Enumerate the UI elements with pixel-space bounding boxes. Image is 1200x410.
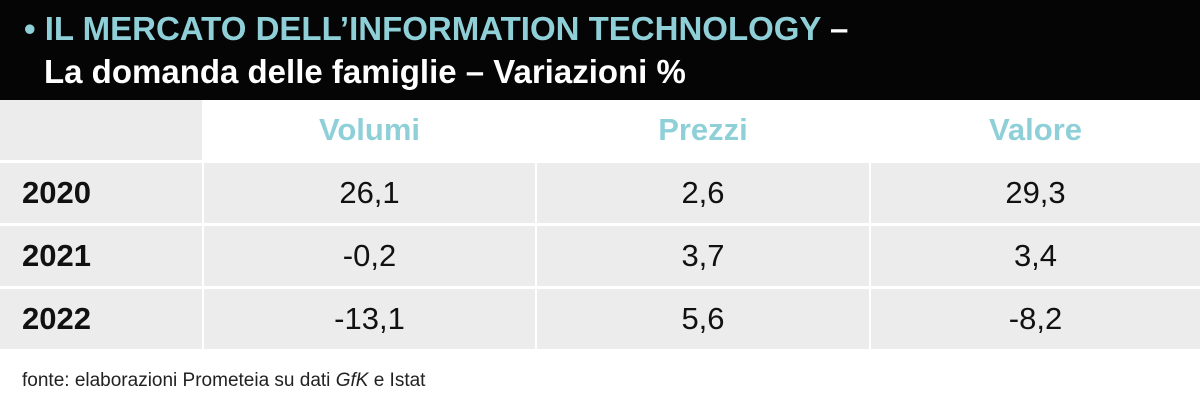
row-label-2022: 2022 — [0, 289, 202, 349]
cell-2021-valore: 3,4 — [871, 226, 1200, 286]
cell-2022-volumi: -13,1 — [204, 289, 535, 349]
row-label-2020: 2020 — [0, 163, 202, 223]
source-prefix: fonte: elaborazioni Prometeia su dati — [22, 370, 336, 391]
source-italic: GfK — [335, 370, 369, 391]
cell-2020-volumi: 26,1 — [204, 163, 535, 223]
column-header-valore: Valore — [871, 100, 1200, 160]
table-row: 2021 -0,2 3,7 3,4 — [0, 226, 1200, 286]
row-label-2021: 2021 — [0, 226, 202, 286]
title-line-1: • IL MERCATO DELL’INFORMATION TECHNOLOGY… — [24, 10, 848, 48]
source-note: fonte: elaborazioni Prometeia su dati Gf… — [22, 370, 425, 392]
cell-2022-prezzi: 5,6 — [537, 289, 869, 349]
header-corner — [0, 100, 202, 160]
cell-2020-valore: 29,3 — [871, 163, 1200, 223]
cell-2021-prezzi: 3,7 — [537, 226, 869, 286]
table-header-row: Volumi Prezzi Valore — [0, 100, 1200, 160]
title-banner: • IL MERCATO DELL’INFORMATION TECHNOLOGY… — [0, 0, 1200, 100]
table-row: 2020 26,1 2,6 29,3 — [0, 163, 1200, 223]
title-bullet: • — [24, 10, 36, 47]
cell-2020-prezzi: 2,6 — [537, 163, 869, 223]
title-dash: – — [830, 10, 849, 47]
cell-2022-valore: -8,2 — [871, 289, 1200, 349]
column-header-volumi: Volumi — [204, 100, 535, 160]
column-header-prezzi: Prezzi — [537, 100, 869, 160]
cell-2021-volumi: -0,2 — [204, 226, 535, 286]
source-suffix: e Istat — [368, 370, 426, 391]
title-subtitle: La domanda delle famiglie – Variazioni % — [44, 53, 686, 90]
table-row: 2022 -13,1 5,6 -8,2 — [0, 289, 1200, 349]
title-main: IL MERCATO DELL’INFORMATION TECHNOLOGY — [44, 10, 821, 47]
